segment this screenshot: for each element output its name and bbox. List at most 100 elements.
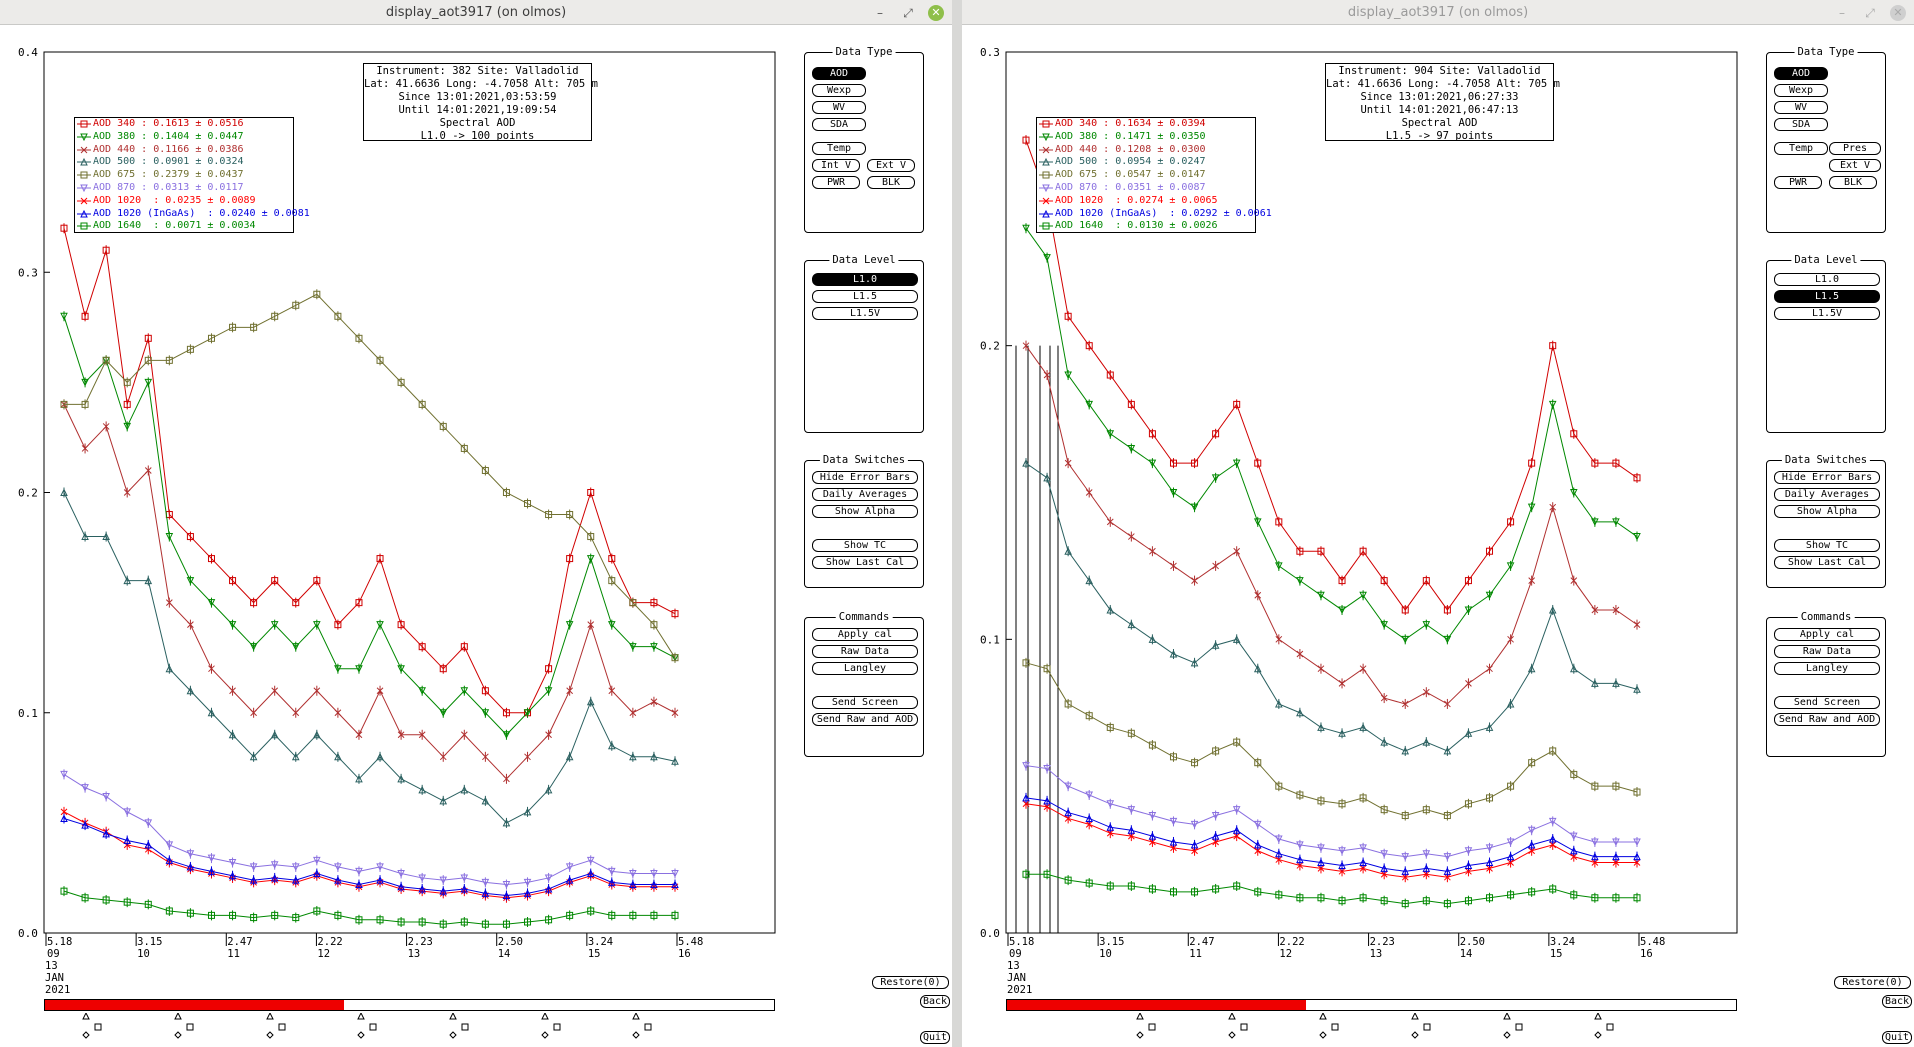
maximize-icon[interactable]: ⤢ [1865,6,1875,20]
data-point [229,911,237,919]
data-point [1191,888,1199,896]
series-aod-1020 [60,806,679,903]
data-type-blk-button[interactable]: BLK [1829,176,1877,189]
data-point [186,862,195,871]
data-type-wexp-button[interactable]: Wexp [812,84,866,97]
data-point [1444,873,1451,881]
data-type-aod-button[interactable]: AOD [812,67,866,80]
data-point [229,577,237,585]
restore-button[interactable]: Restore(0) [872,976,949,989]
data-type-wv-button[interactable]: WV [1774,101,1828,114]
data-point [1253,820,1262,829]
data-level-l1-5-button[interactable]: L1.5 [812,290,918,303]
data-point [1338,800,1346,808]
data-type-temp-button[interactable]: Temp [812,142,866,155]
data-point [1022,762,1030,770]
data-type-pres-button[interactable]: Pres [1829,142,1881,155]
show-tc-button[interactable]: Show TC [1774,539,1880,552]
data-type-temp-button[interactable]: Temp [1774,142,1828,155]
x-date-label: 2021 [1007,984,1032,996]
data-type-ext-v-button[interactable]: Ext V [1829,159,1881,172]
daily-averages-button[interactable]: Daily Averages [1774,488,1880,501]
data-point [1296,708,1304,717]
data-level-l1-5v-button[interactable]: L1.5V [812,307,918,320]
data-type-sda-button[interactable]: SDA [1774,118,1828,131]
hide-error-bars-button[interactable]: Hide Error Bars [812,471,918,484]
data-level-l1-5v-button[interactable]: L1.5V [1774,307,1880,320]
data-point [144,576,153,585]
data-point [418,400,426,408]
info-line: Lat: 41.6636 Long: -4.7058 Alt: 705 m [364,78,598,90]
time-scrollbar[interactable] [44,999,775,1011]
time-scrollbar[interactable] [1006,999,1737,1011]
send-raw-and-aod-button[interactable]: Send Raw and AOD [1774,713,1880,726]
quit-button[interactable]: Quit [920,1031,950,1044]
langley-button[interactable]: Langley [1774,662,1880,675]
back-button[interactable]: Back [920,995,950,1008]
data-point [1506,699,1515,708]
legend-label: AOD 440 [1055,143,1098,155]
show-alpha-button[interactable]: Show Alpha [1774,505,1880,518]
daily-averages-button[interactable]: Daily Averages [812,488,918,501]
back-button[interactable]: Back [1882,995,1912,1008]
data-point [250,914,258,922]
series-aod-440 [60,399,679,784]
data-point [186,345,194,353]
titlebar[interactable]: display_aot3917 (on olmos) – ⤢ ✕ [962,0,1914,25]
show-alpha-button[interactable]: Show Alpha [812,505,918,518]
data-point [566,511,574,519]
info-line: Until 14:01:2021,06:47:13 [1360,104,1519,116]
data-point [586,856,595,865]
data-point [1296,791,1304,799]
series-line [1025,662,1638,817]
x-tick-label: 3.15 [1099,936,1124,948]
data-type-pwr-button[interactable]: PWR [812,176,860,189]
data-point [207,555,215,563]
close-icon[interactable]: ✕ [1890,5,1906,21]
raw-data-button[interactable]: Raw Data [812,645,918,658]
langley-button[interactable]: Langley [812,662,918,675]
minimize-icon[interactable]: – [1839,6,1845,20]
data-type-ext-v-button[interactable]: Ext V [867,159,915,172]
show-last-cal-button[interactable]: Show Last Cal [812,556,918,569]
event-marker [1503,1013,1523,1039]
data-type-wexp-button[interactable]: Wexp [1774,84,1828,97]
titlebar[interactable]: display_aot3917 (on olmos) – ⤢ ✕ [0,0,952,25]
data-level-l1-5-button[interactable]: L1.5 [1774,290,1880,303]
show-tc-button[interactable]: Show TC [812,539,918,552]
data-point [671,880,679,889]
apply-cal-button[interactable]: Apply cal [1774,628,1880,641]
data-point [1570,853,1578,861]
data-point [650,870,658,878]
restore-button[interactable]: Restore(0) [1834,976,1911,989]
send-raw-and-aod-button[interactable]: Send Raw and AOD [812,713,918,726]
close-icon[interactable]: ✕ [928,5,944,21]
maximize-icon[interactable]: ⤢ [903,6,913,20]
data-type-pwr-button[interactable]: PWR [1774,176,1822,189]
show-last-cal-button[interactable]: Show Last Cal [1774,556,1880,569]
data-point [1169,649,1178,658]
raw-data-button[interactable]: Raw Data [1774,645,1880,658]
data-level-l1-0-button[interactable]: L1.0 [1774,273,1880,286]
data-level-l1-0-button[interactable]: L1.0 [812,273,918,286]
event-marker [1136,1013,1156,1039]
data-point [1106,371,1114,379]
data-point [1127,832,1135,840]
data-type-int-v-button[interactable]: Int V [812,159,860,172]
data-type-sda-button[interactable]: SDA [812,118,866,131]
apply-cal-button[interactable]: Apply cal [812,628,918,641]
data-type-blk-button[interactable]: BLK [867,176,915,189]
data-point [1422,870,1430,878]
data-point [1106,430,1115,438]
send-screen-button[interactable]: Send Screen [812,696,918,709]
data-type-wv-button[interactable]: WV [812,101,866,114]
data-point [1275,891,1283,899]
quit-button[interactable]: Quit [1882,1031,1912,1044]
data-point [1443,606,1451,614]
send-screen-button[interactable]: Send Screen [1774,696,1880,709]
data-type-aod-button[interactable]: AOD [1774,67,1828,80]
data-point [502,731,511,739]
minimize-icon[interactable]: – [877,6,883,20]
legend-value: : 0.1208 ± 0.0300 [1103,143,1206,155]
hide-error-bars-button[interactable]: Hide Error Bars [1774,471,1880,484]
